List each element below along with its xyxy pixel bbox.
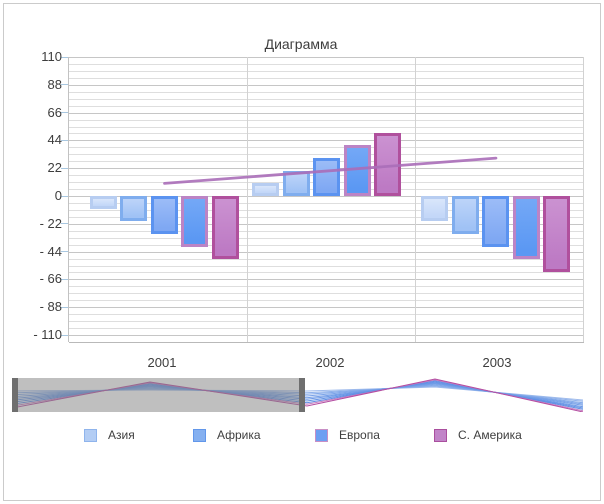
minor-gridline <box>69 258 584 260</box>
y-axis-tick <box>61 251 68 253</box>
legend-swatch-n-america <box>434 428 447 442</box>
major-gridline <box>69 140 584 142</box>
y-axis-tick <box>61 112 68 114</box>
minor-gridline <box>69 147 584 149</box>
y-axis-label: 0 <box>54 188 62 204</box>
y-axis-label: 44 <box>47 132 62 148</box>
trend-line <box>163 156 498 185</box>
major-gridline <box>69 251 584 253</box>
bar-africa-2002[interactable] <box>313 158 341 196</box>
bar-extra-2003[interactable] <box>421 196 449 222</box>
y-axis-label: - 44 <box>39 243 62 259</box>
minor-gridline <box>69 321 584 323</box>
y-axis-label: - 110 <box>33 327 62 343</box>
category-divider <box>415 57 416 342</box>
major-gridline <box>69 84 584 86</box>
minor-gridline <box>69 293 584 295</box>
y-axis-tick <box>61 195 68 197</box>
bar-asia-2001[interactable] <box>120 196 148 222</box>
legend-label-europe: Европа <box>339 428 380 442</box>
legend-label-n-america: С. Америка <box>458 428 522 442</box>
category-divider <box>247 57 248 342</box>
legend-item-africa[interactable]: Африка <box>193 428 261 442</box>
minor-gridline <box>69 105 584 107</box>
range-handle-right[interactable] <box>299 378 305 412</box>
y-axis-label: 66 <box>47 104 62 120</box>
minor-gridline <box>69 63 584 65</box>
bar-n-america-2003[interactable] <box>543 196 571 272</box>
minor-gridline <box>69 133 584 135</box>
legend-label-africa: Африка <box>217 428 261 442</box>
y-axis-tick <box>61 278 68 280</box>
minor-gridline <box>69 328 584 330</box>
major-gridline <box>69 196 584 198</box>
minor-gridline <box>69 244 584 246</box>
major-gridline <box>69 57 584 58</box>
y-axis-label: 22 <box>47 160 62 176</box>
minor-gridline <box>69 154 584 156</box>
range-selection[interactable] <box>12 378 305 412</box>
major-gridline <box>69 307 584 309</box>
y-axis-label: - 88 <box>39 299 62 315</box>
bar-asia-2003[interactable] <box>451 196 479 234</box>
bar-africa-2003[interactable] <box>482 196 510 247</box>
bar-africa-2001[interactable] <box>150 196 178 234</box>
chart-title: Диаграмма <box>264 36 338 52</box>
major-gridline <box>69 112 584 114</box>
y-axis-tick <box>61 84 68 86</box>
legend-item-n-america[interactable]: С. Америка <box>434 428 522 442</box>
y-axis-tick <box>61 139 68 141</box>
range-navigator <box>12 378 583 412</box>
y-axis-tick <box>61 223 68 225</box>
bar-extra-2002[interactable] <box>252 183 280 196</box>
minor-gridline <box>69 237 584 239</box>
bar-europe-2003[interactable] <box>512 196 540 260</box>
minor-gridline <box>69 216 584 218</box>
y-axis-label: - 22 <box>39 215 62 231</box>
minor-gridline <box>69 91 584 93</box>
minor-gridline <box>69 209 584 211</box>
legend-swatch-asia <box>84 428 97 442</box>
minor-gridline <box>69 98 584 100</box>
minor-gridline <box>69 202 584 204</box>
x-axis-label-2001: 2001 <box>147 355 177 370</box>
minor-gridline <box>69 70 584 72</box>
major-gridline <box>69 279 584 281</box>
x-axis-label-2003: 2003 <box>482 355 512 370</box>
bar-extra-2001[interactable] <box>89 196 117 209</box>
plot-area <box>68 57 584 343</box>
y-axis-label: 88 <box>47 76 62 92</box>
minor-gridline <box>69 265 584 267</box>
y-axis-tick <box>61 56 68 58</box>
y-axis-tick <box>61 334 68 336</box>
major-gridline <box>69 223 584 225</box>
x-axis-label-2002: 2002 <box>315 355 345 370</box>
legend-item-asia[interactable]: Азия <box>84 428 135 442</box>
minor-gridline <box>69 314 584 316</box>
minor-gridline <box>69 286 584 288</box>
legend-item-europe[interactable]: Европа <box>315 428 380 442</box>
legend-swatch-africa <box>193 428 206 442</box>
minor-gridline <box>69 342 584 343</box>
category-divider <box>583 57 584 342</box>
y-axis-tick <box>61 306 68 308</box>
minor-gridline <box>69 126 584 128</box>
y-axis-tick <box>61 167 68 169</box>
legend-swatch-europe <box>315 428 328 442</box>
y-axis-label: - 66 <box>39 271 62 287</box>
range-handle-left[interactable] <box>12 378 18 412</box>
minor-gridline <box>69 300 584 302</box>
y-axis-label: 110 <box>41 49 62 64</box>
minor-gridline <box>69 119 584 121</box>
minor-gridline <box>69 230 584 232</box>
legend-label-asia: Азия <box>108 428 135 442</box>
bar-europe-2001[interactable] <box>181 196 209 247</box>
major-gridline <box>69 335 584 337</box>
bar-n-america-2001[interactable] <box>211 196 239 260</box>
minor-gridline <box>69 272 584 274</box>
minor-gridline <box>69 77 584 79</box>
